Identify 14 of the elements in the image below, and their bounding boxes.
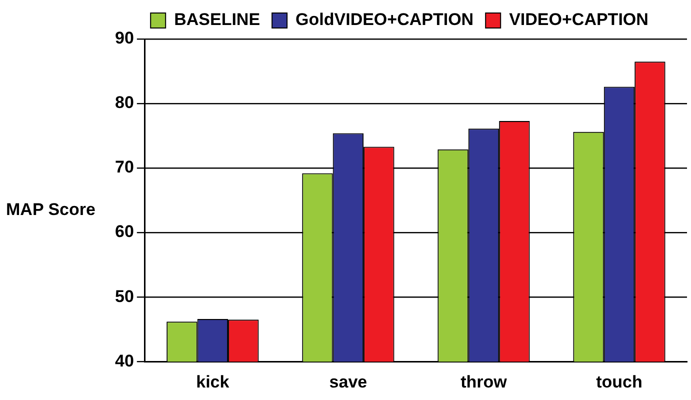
y-axis-title: MAP Score	[6, 200, 96, 219]
legend-label: BASELINE	[174, 10, 260, 30]
y-tick-label: 60	[114, 222, 134, 242]
x-tick-label: save	[329, 372, 368, 392]
x-tick-label: touch	[596, 372, 642, 392]
y-tick-label: 50	[114, 286, 134, 306]
y-tick-label: 80	[114, 93, 134, 112]
legend-label: VIDEO+CAPTION	[509, 10, 648, 30]
x-tick-label: kick	[196, 372, 230, 392]
x-tick-label: throw	[460, 372, 508, 392]
y-tick-label: 40	[114, 351, 134, 370]
y-tick-label: 90	[114, 28, 134, 48]
legend-label: GoldVIDEO+CAPTION	[296, 10, 474, 30]
y-tick-label: 70	[114, 158, 134, 177]
